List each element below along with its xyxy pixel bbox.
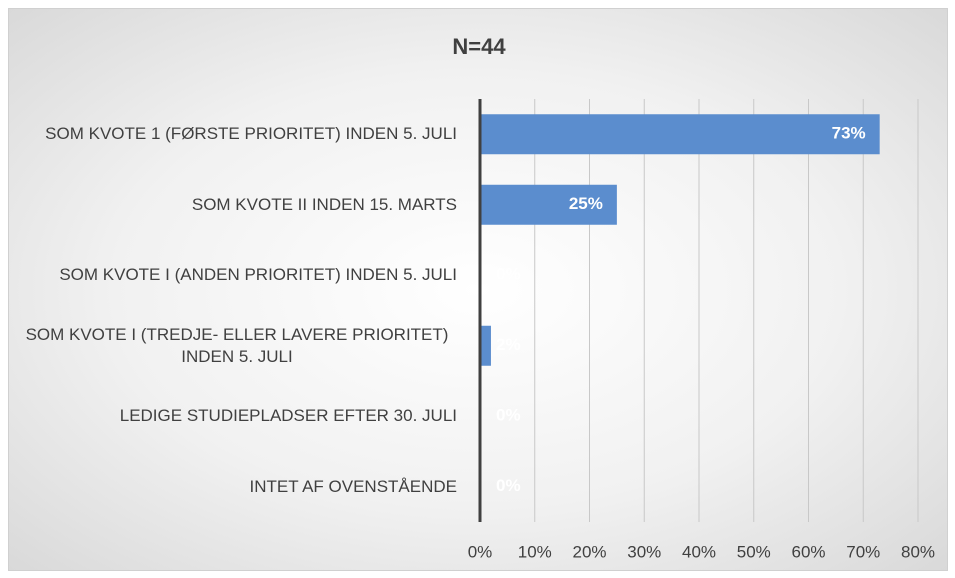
x-tick-label: 60% (791, 542, 825, 561)
chart-title: N=44 (452, 34, 506, 59)
y-tick-text: SOM KVOTE I (TREDJE- ELLER LAVERE PRIORI… (25, 324, 449, 366)
x-tick-label: 50% (737, 542, 771, 561)
x-tick-label: 20% (572, 542, 606, 561)
chart-area (8, 8, 948, 571)
bar (480, 184, 617, 225)
y-tick-label: INTET AF OVENSTÅENDE (17, 476, 457, 498)
value-label: 2% (496, 335, 521, 354)
y-tick-text: SOM KVOTE 1 (FØRSTE PRIORITET) INDEN 5. … (45, 124, 457, 144)
y-tick-label: SOM KVOTE 1 (FØRSTE PRIORITET) INDEN 5. … (17, 123, 457, 145)
y-tick-label: LEDIGE STUDIEPLADSER EFTER 30. JULI (17, 405, 457, 427)
y-tick-label: SOM KVOTE I (ANDEN PRIORITET) INDEN 5. J… (17, 264, 457, 286)
value-label: 0% (496, 406, 521, 425)
y-tick-text: INTET AF OVENSTÅENDE (249, 476, 457, 496)
x-tick-label: 10% (518, 542, 552, 561)
y-tick-label: SOM KVOTE I (TREDJE- ELLER LAVERE PRIORI… (17, 324, 457, 368)
x-tick-label: 30% (627, 542, 661, 561)
x-tick-label: 40% (682, 542, 716, 561)
y-tick-text: SOM KVOTE I (ANDEN PRIORITET) INDEN 5. J… (59, 265, 457, 285)
value-label: 0% (496, 476, 521, 495)
y-tick-label: SOM KVOTE II INDEN 15. MARTS (17, 194, 457, 216)
bar (480, 114, 880, 155)
x-tick-label: 80% (901, 542, 935, 561)
x-tick-label: 0% (468, 542, 493, 561)
value-label: 0% (496, 265, 521, 284)
value-label: 25% (569, 194, 603, 213)
y-tick-text: LEDIGE STUDIEPLADSER EFTER 30. JULI (119, 406, 457, 426)
y-tick-text: SOM KVOTE II INDEN 15. MARTS (191, 194, 457, 214)
x-tick-label: 70% (846, 542, 880, 561)
value-label: 73% (832, 124, 866, 143)
bar (480, 325, 491, 366)
